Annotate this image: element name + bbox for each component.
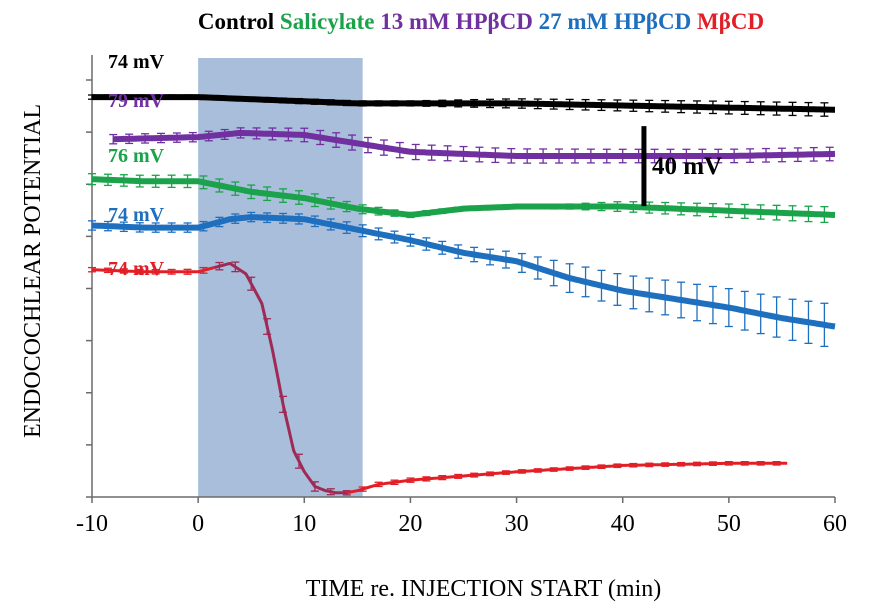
series-line: [91, 176, 836, 218]
series-line: [91, 94, 836, 113]
legend-entry: 27 mM HPβCD: [533, 9, 691, 34]
series-line: [346, 461, 788, 495]
legend: Control Salicylate 13 mM HPβCD 27 mM HPβ…: [198, 9, 764, 34]
series-baseline-label: 74 mV: [108, 258, 165, 280]
series-line-injection: [213, 261, 347, 495]
x-tick-label: 50: [717, 511, 741, 537]
series-2: [109, 127, 836, 164]
x-tick-label: 10: [292, 511, 316, 537]
series-baseline-label: 76 mV: [108, 145, 165, 167]
x-tick-label: 40: [611, 511, 635, 537]
legend-entry: Control: [198, 9, 274, 34]
series-line: [91, 266, 215, 274]
legend-entry: 13 mM HPβCD: [374, 9, 532, 34]
legend-text: Control Salicylate 13 mM HPβCD 27 mM HPβ…: [198, 9, 764, 34]
axes: -10 0 10 20 30 40 50 60 TIME re. INJECTION START…: [20, 55, 847, 602]
series-1: [88, 173, 836, 224]
x-axis-label: TIME re. INJECTION START (min): [306, 576, 661, 602]
series-baseline-label: 79 mV: [108, 90, 165, 112]
x-tick-label: -10: [76, 511, 108, 537]
series-line: [112, 129, 836, 159]
injection-shading-layer: [198, 58, 363, 497]
scale-bar-layer: 40 mV: [641, 126, 722, 207]
series-4: [88, 261, 788, 496]
injection-window: [198, 58, 363, 497]
series-3: [88, 211, 836, 348]
y-axis-label: ENDOCOCHLEAR POTENTIAL: [20, 104, 46, 438]
x-tick-label: 60: [823, 511, 847, 537]
x-tick-label: 0: [192, 511, 204, 537]
series-baseline-label: 74 mV: [108, 204, 165, 226]
x-tick-label: 20: [398, 511, 422, 537]
legend-entry: Salicylate: [274, 9, 374, 34]
legend-entry: MβCD: [691, 9, 764, 34]
series-line: [91, 214, 836, 330]
x-tick-label: 30: [505, 511, 529, 537]
series-baseline-label: 74 mV: [108, 51, 165, 73]
series-layer: [88, 94, 836, 496]
scale-bar-label: 40 mV: [652, 153, 722, 180]
series-labels-layer: 74 mV 79 mV 76 mV 74 mV 74 mV: [108, 51, 165, 280]
series-0: [88, 94, 836, 117]
